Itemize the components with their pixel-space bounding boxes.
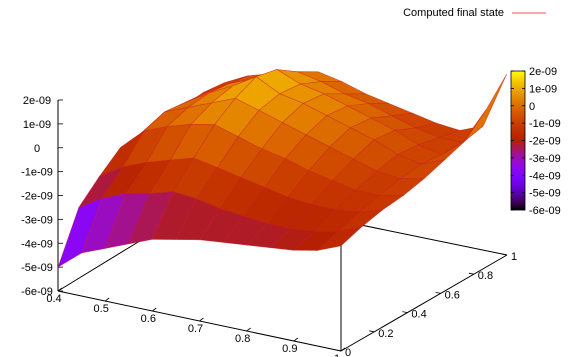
x-tick-mark bbox=[152, 307, 157, 312]
y-tick-mark bbox=[501, 253, 508, 256]
y-tick-mark bbox=[335, 349, 342, 352]
y-tick-label: 0.8 bbox=[478, 270, 493, 282]
z-tick-label: -6e-09 bbox=[21, 286, 53, 298]
x-tick-mark bbox=[199, 317, 204, 322]
colorbar-ticks: 2e-09 1e-09 0 -1e-09 -2e-09 -3e-09 -4e-09 -5e-0… bbox=[511, 66, 561, 217]
z-tick-label: 1e-09 bbox=[23, 119, 51, 131]
colorbar-tick-label: -4e-09 bbox=[529, 170, 561, 182]
y-tick-label: 0.2 bbox=[378, 328, 393, 340]
colorbar-tick-label: -1e-09 bbox=[529, 118, 561, 130]
y-axis-ticks: 0 0.2 0.4 0.6 0.8 1 bbox=[335, 251, 517, 357]
surface-face bbox=[316, 226, 363, 251]
x-tick-label: 0.6 bbox=[141, 313, 156, 325]
z-tick-label: 0 bbox=[34, 143, 40, 155]
x-tick-label: 1 bbox=[334, 353, 340, 357]
y-tick-label: 0.4 bbox=[411, 309, 426, 321]
legend-label: Computed final state bbox=[403, 7, 504, 19]
x-tick-label: 0.9 bbox=[282, 343, 297, 355]
legend: Computed final state bbox=[403, 7, 546, 19]
z-axis-ticks: 2e-09 1e-09 0 -1e-09 -2e-09 -3e-09 -4e-09 -5e-0… bbox=[21, 95, 63, 298]
z-tick-label: 2e-09 bbox=[23, 95, 51, 107]
y-tick-label: 0.6 bbox=[445, 289, 460, 301]
x-tick-mark bbox=[293, 337, 299, 342]
colorbar: 2e-09 1e-09 0 -1e-09 -2e-09 -3e-09 -4e-09 -5e-0… bbox=[510, 66, 561, 217]
colorbar-tick-label: 2e-09 bbox=[529, 66, 557, 78]
y-tick-label: 1 bbox=[511, 251, 517, 263]
x-tick-label: 0.7 bbox=[188, 323, 203, 335]
colorbar-tick-label: -3e-09 bbox=[529, 153, 561, 165]
x-tick-mark bbox=[57, 287, 63, 292]
colorbar-tick-label: -5e-09 bbox=[529, 188, 561, 200]
y-tick-mark bbox=[468, 272, 474, 275]
surface-mesh bbox=[57, 69, 508, 268]
x-tick-mark bbox=[246, 327, 251, 332]
colorbar-tick-label: -2e-09 bbox=[529, 136, 561, 148]
y-tick-mark bbox=[369, 330, 375, 333]
colorbar-tick-label: 0 bbox=[529, 101, 535, 113]
colorbar-tick-label: 1e-09 bbox=[529, 83, 557, 95]
x-axis-ticks: 0.4 0.5 0.6 0.7 0.8 0.9 1 bbox=[46, 287, 346, 357]
z-tick-label: -3e-09 bbox=[21, 214, 53, 226]
z-tick-label: -2e-09 bbox=[21, 191, 53, 203]
y-tick-mark bbox=[435, 292, 441, 294]
y-tick-mark bbox=[402, 311, 408, 313]
y-axis-line bbox=[340, 254, 508, 352]
z-tick-label: -4e-09 bbox=[21, 238, 53, 250]
x-tick-mark bbox=[340, 347, 346, 352]
x-tick-label: 0.4 bbox=[46, 293, 61, 305]
x-tick-label: 0.8 bbox=[235, 333, 250, 345]
colorbar-tick-label: -6e-09 bbox=[529, 205, 561, 217]
z-tick-label: -1e-09 bbox=[21, 167, 53, 179]
z-tick-label: -5e-09 bbox=[21, 262, 53, 274]
x-tick-mark bbox=[104, 297, 110, 302]
y-tick-label: 0 bbox=[345, 347, 351, 357]
x-tick-label: 0.5 bbox=[94, 303, 109, 315]
